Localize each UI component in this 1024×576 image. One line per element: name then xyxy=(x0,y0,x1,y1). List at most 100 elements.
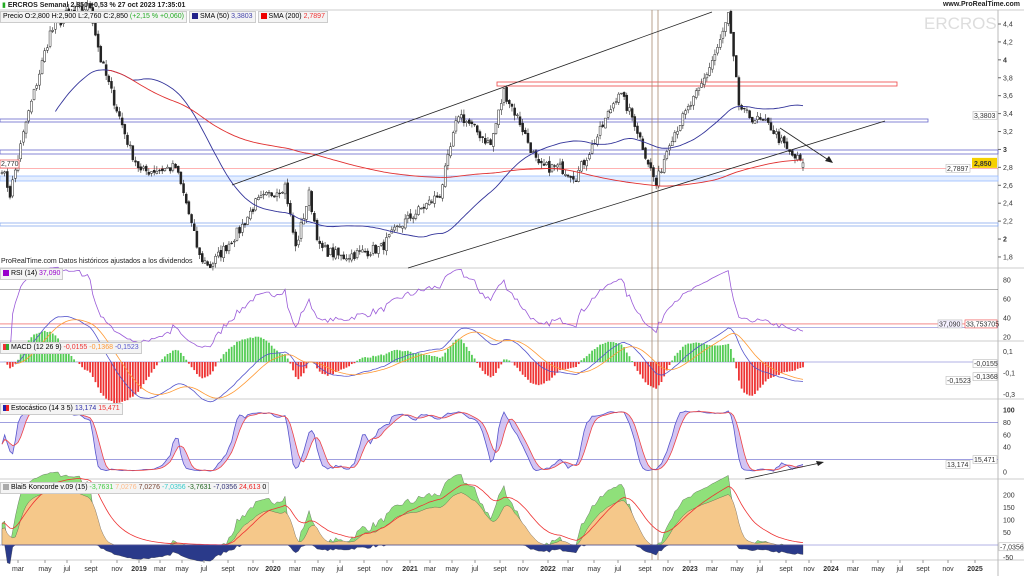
macd-bar xyxy=(532,362,535,384)
rsi-legend: RSI (14) 37,090 xyxy=(0,268,64,280)
macd-bar xyxy=(497,362,500,369)
x-tick-label: jul xyxy=(895,566,903,573)
candle-body xyxy=(542,163,546,166)
candle-body xyxy=(353,252,356,260)
macd-bar xyxy=(153,362,156,369)
macd-bar xyxy=(449,345,452,362)
candle-body xyxy=(331,247,335,258)
candle-body xyxy=(713,54,717,61)
macd-bar xyxy=(732,357,735,362)
macd-bar xyxy=(663,362,666,377)
macd-bar xyxy=(740,362,743,389)
kon-v0: -3,7631 xyxy=(89,484,114,491)
sma50-label: SMA (50) xyxy=(199,13,230,20)
macd-bar xyxy=(585,356,588,362)
macd-bar xyxy=(716,345,719,362)
candle-body xyxy=(254,198,257,211)
rsi-swatch xyxy=(3,270,9,277)
candle-body xyxy=(150,171,153,174)
price-tick-label: 2,2 xyxy=(1003,219,1013,226)
koncorde-red-line xyxy=(1,477,804,546)
price-tick-label: 2 xyxy=(1003,237,1007,244)
macd-v3: -0,1523 xyxy=(114,344,139,351)
candle-body xyxy=(561,161,564,175)
macd-bar xyxy=(676,352,679,362)
candle-body xyxy=(510,104,514,107)
macd-v3-tag-label: -0,1523 xyxy=(947,378,971,385)
macd-bar xyxy=(500,362,503,365)
candle-body xyxy=(203,260,207,264)
candle-body xyxy=(270,192,273,197)
price-tick-label: 4,2 xyxy=(1003,39,1013,46)
source-note: ProRealTime.com Datos históricos ajustad… xyxy=(1,258,193,265)
candle-body xyxy=(630,108,634,118)
macd-bar xyxy=(70,355,73,362)
site-link[interactable]: www.ProRealTime.com xyxy=(942,1,1020,8)
macd-bar xyxy=(385,353,388,362)
macd-bar xyxy=(588,353,591,362)
candle-body xyxy=(326,244,329,257)
koncorde-tick-label: 50 xyxy=(1003,530,1011,537)
candle-body xyxy=(187,201,191,215)
candle-body xyxy=(233,240,236,243)
macd-bar xyxy=(244,339,246,362)
macd-bar xyxy=(369,357,372,362)
candle-body xyxy=(168,167,172,172)
x-tick-label: jul xyxy=(335,566,343,573)
candle-body xyxy=(27,110,30,122)
candle-body xyxy=(598,125,602,136)
macd-bar xyxy=(113,362,116,403)
macd-bar xyxy=(190,362,193,368)
price-tick-label: 3,8 xyxy=(1003,75,1013,82)
macd-bar xyxy=(481,362,484,371)
x-tick-label: may xyxy=(871,566,885,573)
macd-bar xyxy=(99,362,102,393)
candle-body xyxy=(393,226,396,231)
candle-body xyxy=(681,113,685,126)
candle-body xyxy=(449,146,452,157)
macd-bar xyxy=(166,354,169,362)
macd-bar xyxy=(249,337,252,362)
macd-bar xyxy=(110,362,113,401)
stoch-d-tag-label: 15,471 xyxy=(974,457,996,464)
candle-body xyxy=(6,171,9,188)
macd-bar xyxy=(647,362,650,385)
macd-bar xyxy=(73,359,75,362)
candle-body xyxy=(144,165,148,172)
candle-body xyxy=(740,105,743,110)
macd-bar xyxy=(289,362,292,364)
macd-bar xyxy=(361,357,364,362)
stoch-tick-label: 40 xyxy=(1003,445,1011,452)
candle-body xyxy=(267,191,271,194)
macd-bar xyxy=(492,362,495,376)
candle-body xyxy=(783,136,786,144)
macd-bar xyxy=(794,362,796,371)
left-price-tag xyxy=(0,159,20,169)
macd-bar xyxy=(390,350,393,362)
macd-bar xyxy=(155,362,158,366)
macd-bar xyxy=(105,362,108,399)
candle-body xyxy=(532,151,535,153)
macd-bar xyxy=(281,354,284,362)
price-tick-label: 4 xyxy=(1003,57,1007,64)
macd-bar xyxy=(198,362,201,377)
candle-body xyxy=(628,107,631,112)
macd-bar xyxy=(489,362,492,378)
candle-body xyxy=(291,215,295,233)
macd-bar xyxy=(473,358,476,362)
macd-bar xyxy=(463,343,465,362)
macd-bar xyxy=(201,362,204,379)
candle-body xyxy=(796,155,799,160)
candle-body xyxy=(417,206,420,215)
macd-bar xyxy=(770,362,772,378)
price-legend: Precio O:2,800 H:2,900 L:2,760 C:2,850 (… xyxy=(0,11,187,23)
candle-body xyxy=(350,253,354,261)
candle-body xyxy=(534,150,538,158)
koncorde-tick-label: 100 xyxy=(1003,518,1015,525)
macd-tick-label: -0,1 xyxy=(1003,370,1015,377)
candle-body xyxy=(732,31,735,57)
macd-bar xyxy=(268,342,270,362)
candle-body xyxy=(451,132,455,147)
candle-body xyxy=(569,176,572,178)
